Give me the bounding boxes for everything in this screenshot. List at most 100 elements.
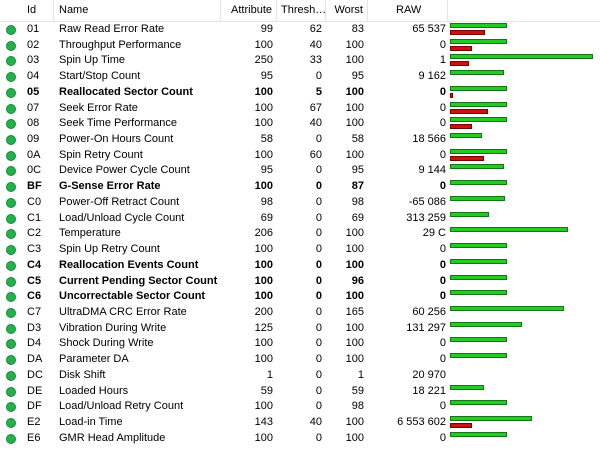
attribute-name: UltraDMA CRC Error Rate xyxy=(59,305,187,318)
threshold-value: 0 xyxy=(315,180,322,193)
table-row[interactable]: D4 Shock During Write 100 0 100 0 xyxy=(0,336,600,352)
raw-value: 29 C xyxy=(422,227,446,240)
column-header-raw[interactable]: RAW xyxy=(368,0,448,21)
threshold-level-bar xyxy=(450,155,484,161)
table-row[interactable]: DA Parameter DA 100 0 100 0 xyxy=(0,352,600,368)
table-row[interactable]: 04 Start/Stop Count 95 0 95 9 162 xyxy=(0,69,600,85)
raw-value: 0 xyxy=(439,400,446,413)
worst-value: 69 xyxy=(351,211,364,224)
attribute-name: GMR Head Amplitude xyxy=(59,431,166,444)
table-row[interactable]: C7 UltraDMA CRC Error Rate 200 0 165 60 256 xyxy=(0,305,600,321)
attribute-value: 100 xyxy=(254,258,273,271)
status-dot-icon xyxy=(6,323,16,334)
worst-value: 100 xyxy=(345,353,364,366)
table-row[interactable]: 09 Power-On Hours Count 58 0 58 18 566 xyxy=(0,132,600,148)
raw-value: 65 537 xyxy=(412,23,446,35)
attribute-level-bar xyxy=(450,23,507,28)
raw-value: 18 221 xyxy=(412,384,446,397)
table-row[interactable]: C5 Current Pending Sector Count 100 0 96 0 xyxy=(0,274,600,290)
attribute-level-bar xyxy=(450,416,532,421)
worst-value: 100 xyxy=(345,117,364,130)
column-header-attribute[interactable]: Attribute xyxy=(221,0,277,21)
attribute-id: D4 xyxy=(27,337,42,350)
attribute-id: C5 xyxy=(27,274,42,287)
threshold-value: 0 xyxy=(315,400,322,413)
table-row[interactable]: DE Loaded Hours 59 0 59 18 221 xyxy=(0,384,600,400)
table-row[interactable]: DF Load/Unload Retry Count 100 0 98 0 xyxy=(0,399,600,415)
raw-value: 9 144 xyxy=(418,164,446,177)
table-row[interactable]: E6 GMR Head Amplitude 100 0 100 0 xyxy=(0,431,600,447)
table-row[interactable]: 02 Throughput Performance 100 40 100 0 xyxy=(0,38,600,54)
status-dot-icon xyxy=(6,213,16,224)
attribute-level-bar xyxy=(450,70,504,76)
table-row[interactable]: 05 Reallocated Sector Count 100 5 100 0 xyxy=(0,85,600,101)
column-header-name[interactable]: Name xyxy=(54,0,221,21)
threshold-value: 0 xyxy=(315,164,322,177)
raw-value: 0 xyxy=(439,290,446,303)
worst-value: 98 xyxy=(351,195,364,208)
attribute-value: 100 xyxy=(254,337,273,350)
table-row[interactable]: 0C Device Power Cycle Count 95 0 95 9 144 xyxy=(0,163,600,179)
raw-value: 20 970 xyxy=(412,368,446,381)
worst-value: 96 xyxy=(351,274,364,287)
attribute-name: Spin Up Time xyxy=(59,54,126,67)
attribute-value: 100 xyxy=(254,38,273,51)
raw-value: 0 xyxy=(439,431,446,444)
table-row[interactable]: C4 Reallocation Events Count 100 0 100 0 xyxy=(0,258,600,274)
threshold-value: 0 xyxy=(315,133,322,146)
raw-value: 131 297 xyxy=(406,321,446,334)
table-row[interactable]: C2 Temperature 206 0 100 29 C xyxy=(0,226,600,242)
attribute-id: 04 xyxy=(27,70,40,83)
threshold-value: 0 xyxy=(315,368,322,381)
attribute-level-bar xyxy=(450,211,489,217)
attribute-name: Throughput Performance xyxy=(59,38,182,51)
table-row[interactable]: C0 Power-Off Retract Count 98 0 98 -65 086 xyxy=(0,195,600,211)
column-header-threshold[interactable]: Thresh… xyxy=(277,0,326,21)
table-row[interactable]: C6 Uncorrectable Sector Count 100 0 100 0 xyxy=(0,289,600,305)
worst-value: 100 xyxy=(345,148,364,161)
table-row[interactable]: 0A Spin Retry Count 100 60 100 0 xyxy=(0,148,600,164)
threshold-value: 0 xyxy=(315,274,322,287)
attribute-value: 100 xyxy=(254,431,273,444)
table-row[interactable]: D3 Vibration During Write 125 0 100 131 297 xyxy=(0,321,600,337)
raw-value: 313 259 xyxy=(406,211,446,224)
attribute-name: Start/Stop Count xyxy=(59,70,141,83)
attribute-name: Load-in Time xyxy=(59,416,123,428)
table-row[interactable]: BF G-Sense Error Rate 100 0 87 0 xyxy=(0,179,600,195)
raw-value: 0 xyxy=(439,85,446,98)
status-dot-icon xyxy=(6,40,16,51)
attribute-id: 08 xyxy=(27,117,40,130)
status-dot-icon xyxy=(6,355,16,366)
column-header-id[interactable]: Id xyxy=(0,0,54,21)
table-row[interactable]: 08 Seek Time Performance 100 40 100 0 xyxy=(0,116,600,132)
status-dot-icon xyxy=(6,150,16,161)
attribute-value: 100 xyxy=(254,353,273,366)
attribute-id: C7 xyxy=(27,305,42,318)
column-header-worst[interactable]: Worst xyxy=(326,0,368,21)
raw-value: 0 xyxy=(439,117,446,130)
threshold-value: 40 xyxy=(309,38,322,51)
status-dot-icon xyxy=(6,56,16,67)
attribute-value: 200 xyxy=(254,305,273,318)
table-row[interactable]: E2 Load-in Time 143 40 100 6 553 602 xyxy=(0,415,600,431)
worst-value: 165 xyxy=(345,305,364,318)
attribute-name: G-Sense Error Rate xyxy=(59,180,161,193)
attribute-level-bar xyxy=(450,38,507,44)
attribute-value: 95 xyxy=(260,70,273,83)
raw-value: 0 xyxy=(439,101,446,114)
status-dot-icon xyxy=(6,103,16,114)
threshold-value: 0 xyxy=(315,353,322,366)
table-row[interactable]: 03 Spin Up Time 250 33 100 1 xyxy=(0,53,600,69)
attribute-name: Reallocated Sector Count xyxy=(59,85,193,98)
table-row[interactable]: DC Disk Shift 1 0 1 20 970 xyxy=(0,368,600,384)
attribute-value: 58 xyxy=(260,133,273,146)
worst-value: 87 xyxy=(351,180,364,193)
table-row[interactable]: C1 Load/Unload Cycle Count 69 0 69 313 259 xyxy=(0,211,600,227)
table-row[interactable]: 01 Raw Read Error Rate 99 62 83 65 537 xyxy=(0,22,600,38)
threshold-level-bar xyxy=(450,92,453,98)
status-dot-icon xyxy=(6,245,16,256)
table-row[interactable]: 07 Seek Error Rate 100 67 100 0 xyxy=(0,101,600,117)
status-dot-icon xyxy=(6,307,16,318)
attribute-name: Spin Retry Count xyxy=(59,148,143,161)
table-row[interactable]: C3 Spin Up Retry Count 100 0 100 0 xyxy=(0,242,600,258)
